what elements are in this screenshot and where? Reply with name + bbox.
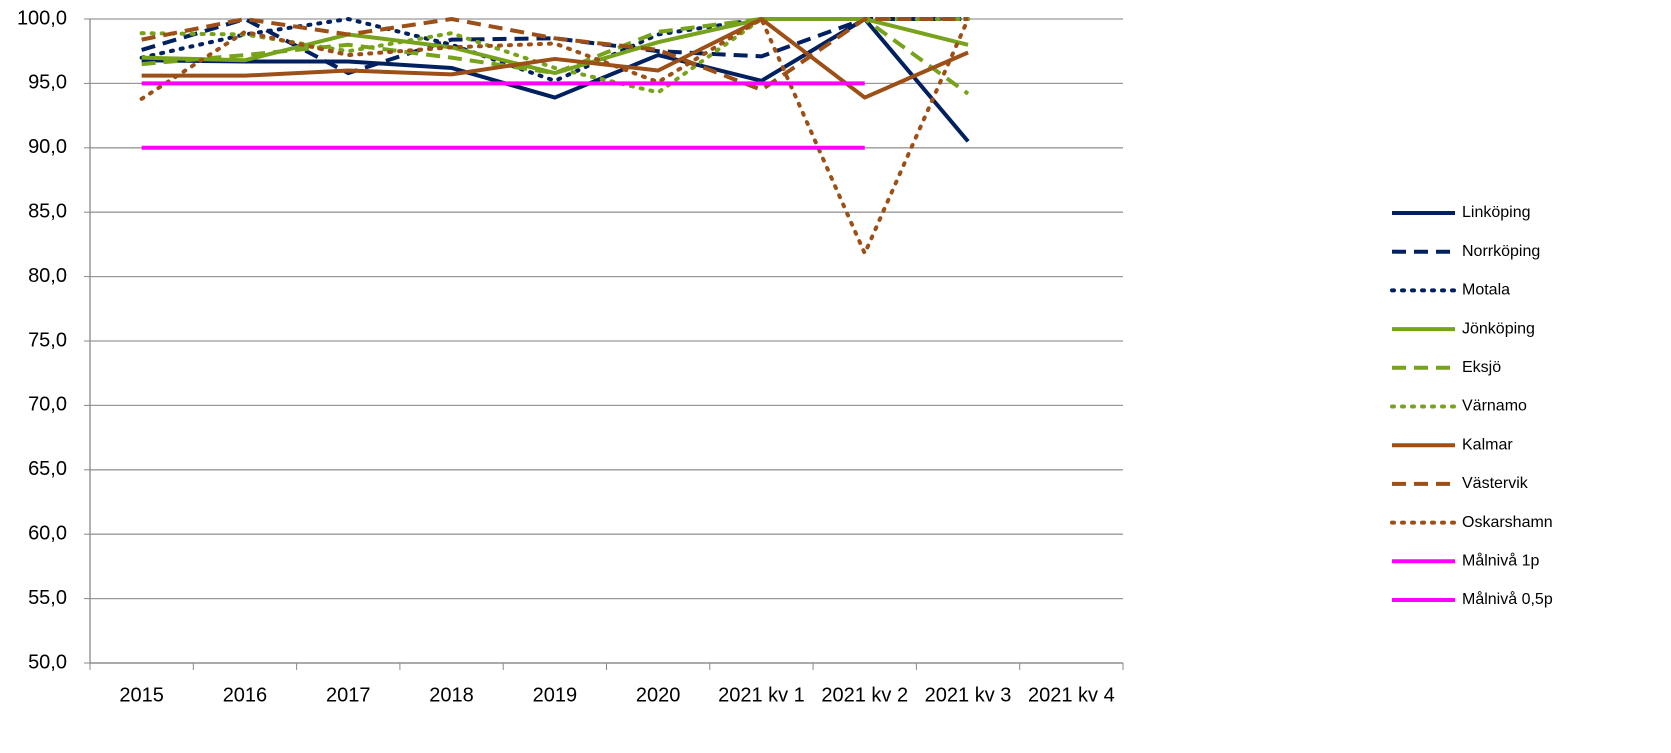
legend-label: Målnivå 0,5p (1462, 590, 1553, 608)
legend-label: Målnivå 1p (1462, 552, 1539, 570)
legend-label: Värnamo (1462, 398, 1527, 415)
x-tick-label: 2015 (119, 684, 164, 706)
legend-label: Jönköping (1462, 320, 1535, 337)
legend-label: Motala (1462, 282, 1510, 299)
series-line (141, 17, 969, 100)
x-tick-label: 2020 (636, 684, 681, 706)
x-tick-label: 2019 (533, 684, 578, 706)
x-tick-label: 2021 kv 2 (821, 684, 908, 706)
legend-label: Oskarshamn (1462, 514, 1553, 531)
series-line (141, 17, 969, 76)
series-line (141, 17, 969, 92)
x-tick-label: 2021 kv 1 (718, 684, 805, 706)
legend-label: Norrköping (1462, 243, 1540, 260)
legend-label: Kalmar (1462, 436, 1513, 453)
y-tick-label: 60,0 (28, 522, 67, 544)
y-tick-label: 100,0 (17, 7, 67, 29)
legend-label: Linköping (1462, 204, 1531, 221)
x-tick-label: 2017 (326, 684, 371, 706)
x-tick-label: 2021 kv 4 (1028, 684, 1115, 706)
x-tick-label: 2021 kv 3 (925, 684, 1012, 706)
legend-label: Västervik (1462, 475, 1529, 492)
x-tick-label: 2018 (429, 684, 474, 706)
series-line (141, 17, 970, 143)
legend-label: Eksjö (1462, 359, 1501, 376)
x-tick-label: 2016 (223, 684, 268, 706)
y-tick-label: 95,0 (28, 72, 67, 94)
y-tick-label: 90,0 (28, 136, 67, 158)
y-tick-label: 70,0 (28, 394, 67, 416)
y-tick-label: 55,0 (28, 587, 67, 609)
y-tick-label: 75,0 (28, 329, 67, 351)
y-tick-label: 50,0 (28, 651, 67, 673)
y-tick-label: 65,0 (28, 458, 67, 480)
series-line (141, 17, 970, 96)
series-line (139, 17, 971, 256)
y-tick-label: 80,0 (28, 265, 67, 287)
y-tick-label: 85,0 (28, 200, 67, 222)
